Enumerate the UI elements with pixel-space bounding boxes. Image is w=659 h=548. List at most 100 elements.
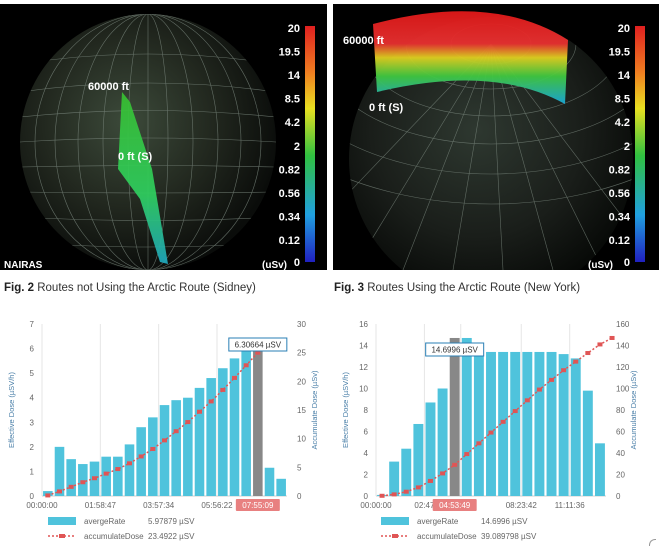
accumulate-dose-point xyxy=(609,335,615,340)
x-tick-label: 05:56:22 xyxy=(201,501,233,510)
bar xyxy=(148,417,158,496)
colorbar-tick-label: 8.5 xyxy=(615,94,630,106)
tooltip-box xyxy=(228,337,288,352)
accumulate-dose-point xyxy=(452,462,458,467)
legend-label: avergeRate xyxy=(84,517,126,526)
bar xyxy=(206,378,216,496)
bar xyxy=(558,354,569,496)
accumulate-dose-point xyxy=(162,438,167,443)
legend-line-marker xyxy=(59,534,65,538)
y-tick-label: 0 xyxy=(364,492,369,501)
y-tick-label: 16 xyxy=(359,320,368,329)
accumulate-dose-point xyxy=(549,377,555,382)
y-tick-label: 8 xyxy=(364,406,369,415)
tooltip-box xyxy=(425,342,485,357)
y-tick-label: 3 xyxy=(30,418,35,427)
time-badge: 04:53:49 xyxy=(439,501,471,510)
bar xyxy=(113,456,123,496)
altitude-top-label: 60000 ft xyxy=(88,81,129,93)
fig3-globe-panel: 60000 ft 0 ft (S) 20 19.5 14 8.5 4.2 2 0.82 0.5… xyxy=(333,4,659,270)
y2-tick-label: 60 xyxy=(616,428,625,437)
bar xyxy=(401,448,412,496)
y2-tick-label: 160 xyxy=(616,320,630,329)
colorbar-tick-label: 4.2 xyxy=(615,117,630,129)
accumulate-dose-point xyxy=(597,342,603,347)
y-tick-label: 7 xyxy=(30,320,35,329)
bar xyxy=(534,351,545,496)
accumulate-dose-point xyxy=(524,398,530,403)
fig2-label: Fig. 2 xyxy=(4,282,35,294)
y-tick-label: 6 xyxy=(30,345,35,354)
x-tick-label: 08:23:42 xyxy=(506,501,538,510)
accumulate-dose-point xyxy=(57,489,62,494)
accumulate-dose-point xyxy=(427,478,433,483)
accumulate-dose-point xyxy=(173,429,179,434)
accumulate-dose-point xyxy=(150,446,156,451)
colorbar-tick-label: 0.56 xyxy=(609,188,630,200)
bar xyxy=(229,358,240,496)
bar xyxy=(449,337,460,496)
y2-tick-label: 20 xyxy=(297,377,306,386)
legend-bar-swatch xyxy=(48,517,76,525)
y-tick-label: 1 xyxy=(30,467,35,476)
nairas-watermark: NAIRAS xyxy=(4,260,43,270)
bar xyxy=(389,461,400,496)
bar xyxy=(194,387,205,496)
x-tick-label: 03:57:34 xyxy=(143,501,175,510)
y-tick-label: 6 xyxy=(364,428,369,437)
accumulate-dose-point xyxy=(561,368,567,373)
accumulate-dose-point xyxy=(415,485,421,490)
fig3-caption-text: Routes Using the Arctic Route (New York) xyxy=(367,282,581,294)
colorbar-tick-label: 0.82 xyxy=(609,164,630,176)
bar xyxy=(546,351,557,496)
y2-tick-label: 10 xyxy=(297,435,306,444)
legend-value: 23.4922 µSV xyxy=(148,532,195,541)
bar xyxy=(101,456,111,496)
bar xyxy=(54,446,65,496)
y2-tick-label: 100 xyxy=(616,385,630,394)
colorbar-tick-label: 0.12 xyxy=(609,235,630,247)
y2-tick-label: 140 xyxy=(616,342,630,351)
accumulate-dose-point xyxy=(440,471,446,476)
dose-wall-route xyxy=(118,92,168,264)
accumulate-dose-point xyxy=(185,420,191,425)
accumulate-dose-point xyxy=(243,363,249,368)
bar xyxy=(486,351,496,496)
bar xyxy=(183,397,193,496)
y-axis-label: Effective Dose (µSV/h) xyxy=(7,372,16,448)
colorbar-tick-label: 20 xyxy=(288,23,300,35)
x-tick-label: 01:58:47 xyxy=(85,501,117,510)
bar xyxy=(218,368,228,496)
colorbar-tick-label: 20 xyxy=(618,23,630,35)
colorbar-tick-label: 14 xyxy=(288,70,301,82)
bar xyxy=(159,405,170,496)
fig2-globe-panel: 60000 ft 0 ft (S) NAIRAS 20 19.5 14 8.5 4.2 2… xyxy=(0,4,327,270)
legend-line-marker xyxy=(392,534,398,538)
accumulate-dose-point xyxy=(512,409,518,414)
accumulate-dose-point xyxy=(127,461,132,466)
bar xyxy=(171,400,181,496)
fig3-globe-svg: 60000 ft 0 ft (S) 20 19.5 14 8.5 4.2 2 0.82 0.5… xyxy=(343,11,645,270)
altitude-bottom-label: 0 ft (S) xyxy=(118,151,153,163)
x-tick-label: 00:00:00 xyxy=(26,501,58,510)
dose-wall-route xyxy=(373,11,568,105)
colorbar-tick-label: 0.56 xyxy=(279,188,300,200)
y2-axis-label: Accumulate Dose (µSv) xyxy=(310,370,319,449)
colorbar-unit: (uSv) xyxy=(262,260,287,270)
x-tick-label: 11:11:36 xyxy=(555,501,586,510)
colorbar-tick-label: 0.34 xyxy=(279,211,301,223)
bar xyxy=(136,427,146,496)
y2-tick-label: 30 xyxy=(297,320,306,329)
colorbar-tick-label: 0 xyxy=(624,257,630,269)
bar xyxy=(241,348,251,496)
altitude-top-label: 60000 ft xyxy=(343,35,384,47)
y-tick-label: 12 xyxy=(359,363,368,372)
bar xyxy=(473,351,484,496)
fig2-globe-svg: 60000 ft 0 ft (S) NAIRAS 2019.5148.54.22… xyxy=(4,14,315,270)
y-tick-label: 4 xyxy=(364,449,369,458)
accumulate-dose-point xyxy=(220,387,226,392)
colorbar-tick-label: 4.2 xyxy=(285,117,300,129)
accumulate-dose-point xyxy=(464,452,470,457)
y-axis-label: Effective Dose (µSV/h) xyxy=(341,372,350,448)
colorbar-unit: (uSv) xyxy=(588,260,613,270)
